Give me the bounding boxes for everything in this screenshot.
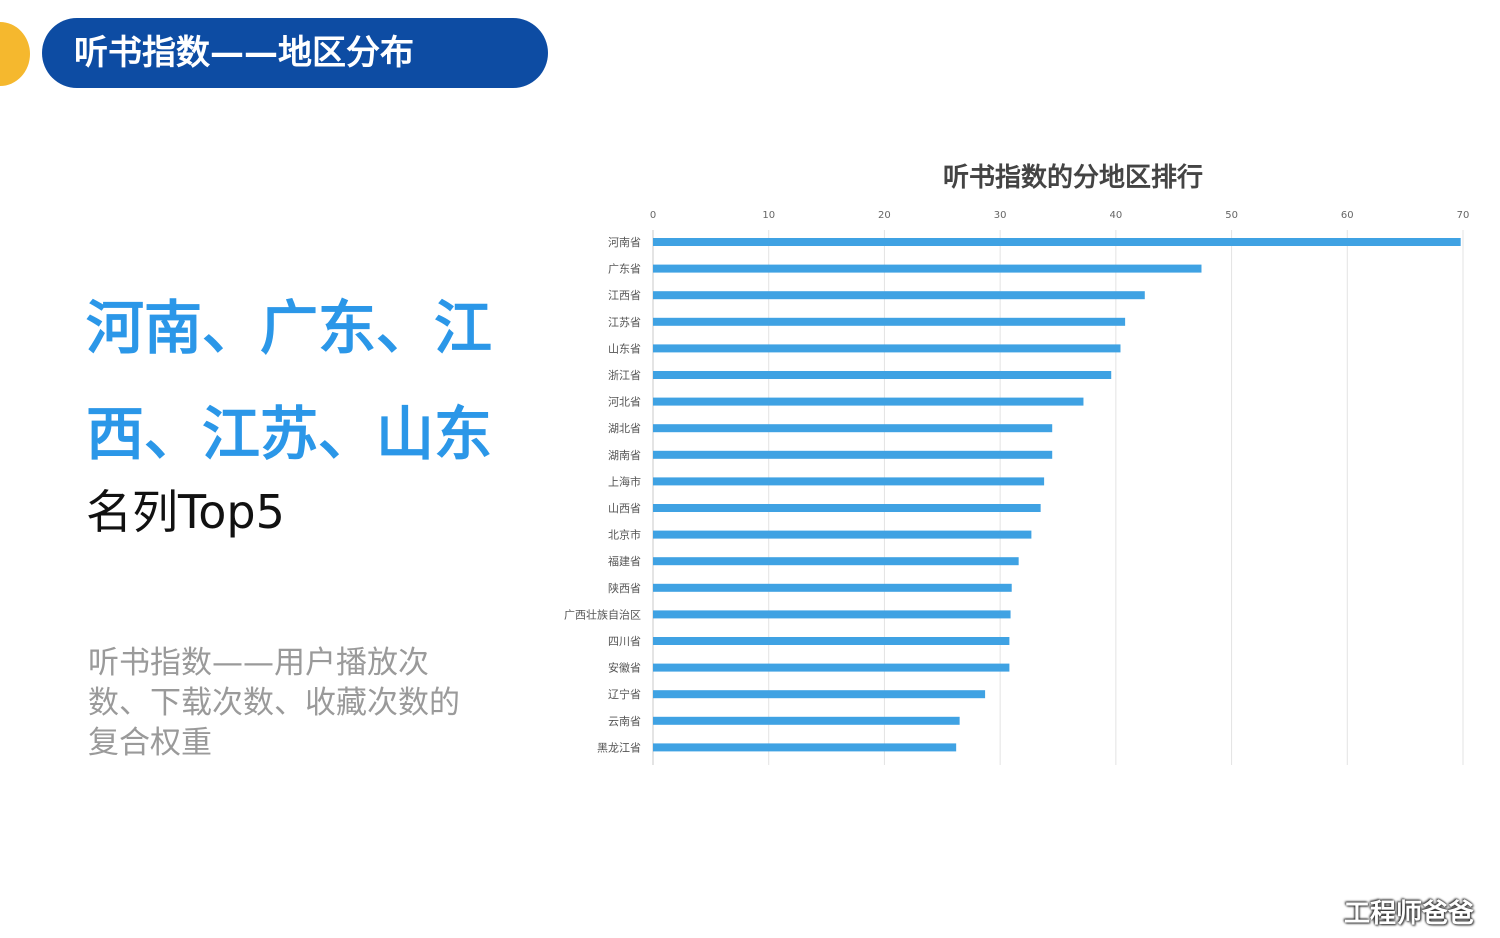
y-category-label: 河南省 (608, 236, 641, 249)
bar (653, 637, 1010, 645)
bar (653, 557, 1019, 566)
top-regions-headline: 河南、广东、江西、江苏、山东 (86, 294, 493, 468)
y-category-label: 云南省 (608, 715, 641, 728)
y-category-label: 广东省 (608, 263, 641, 276)
index-definition-note: 听书指数——用户播放次数、下载次数、收藏次数的复合权重 (88, 645, 460, 761)
x-tick-label: 10 (762, 210, 775, 221)
bar (653, 477, 1045, 486)
x-tick-label: 0 (650, 210, 656, 221)
bar (653, 743, 957, 752)
y-category-label: 北京市 (608, 528, 641, 542)
bar (653, 397, 1084, 406)
y-category-label: 山东省 (608, 342, 641, 355)
bar (653, 583, 1012, 592)
chart-title: 听书指数的分地区排行 (943, 162, 1203, 193)
bar (653, 371, 1112, 379)
y-category-label: 江西省 (608, 289, 641, 302)
y-category-label: 四川省 (608, 635, 641, 648)
y-category-label: 辽宁省 (608, 687, 641, 701)
region-ranking-chart: 听书指数的分地区排行 0 10 20 30 40 50 60 70 河南省广东省江西省江苏省山… (564, 162, 1470, 765)
page-title: 听书指数——地区分布 (42, 18, 548, 88)
y-axis-labels: 河南省广东省江西省江苏省山东省浙江省河北省湖北省湖南省上海市山西省北京市福建省陕… (564, 236, 641, 754)
watermark: 工程师爸爸 (1343, 899, 1474, 929)
y-category-label: 安徽省 (608, 661, 641, 675)
chart-grid (652, 230, 1464, 765)
y-category-label: 广西壮族自治区 (564, 607, 641, 621)
x-tick-label: 40 (1109, 210, 1122, 221)
bar (653, 424, 1053, 433)
x-tick-label: 50 (1225, 210, 1238, 221)
y-category-label: 湖南省 (608, 449, 641, 462)
y-category-label: 福建省 (608, 554, 641, 568)
bar (653, 291, 1145, 300)
bar (653, 504, 1041, 512)
y-category-label: 浙江省 (608, 369, 641, 382)
bar (653, 690, 986, 699)
y-category-label: 山西省 (608, 502, 641, 515)
y-category-label: 江苏省 (608, 316, 641, 329)
y-category-label: 湖北省 (608, 422, 641, 435)
chart-bars (653, 238, 1461, 752)
top5-subtitle: 名列Top5 (86, 485, 285, 539)
bar (653, 264, 1202, 273)
y-category-label: 上海市 (608, 474, 641, 488)
y-category-label: 黑龙江省 (597, 741, 641, 754)
bar (653, 610, 1011, 619)
x-tick-label: 20 (878, 210, 891, 221)
x-tick-label: 70 (1457, 210, 1470, 221)
x-tick-label: 60 (1341, 210, 1354, 221)
y-category-label: 河北省 (608, 396, 641, 409)
bar (653, 450, 1053, 459)
accent-dot (0, 22, 30, 86)
bar (653, 344, 1121, 353)
bar (653, 238, 1461, 246)
bar (653, 317, 1126, 326)
bar (653, 716, 960, 725)
x-tick-label: 30 (994, 210, 1007, 221)
bar (653, 530, 1032, 539)
bar (653, 663, 1010, 672)
y-category-label: 陕西省 (608, 581, 641, 595)
x-axis-ticks: 0 10 20 30 40 50 60 70 (650, 210, 1470, 221)
